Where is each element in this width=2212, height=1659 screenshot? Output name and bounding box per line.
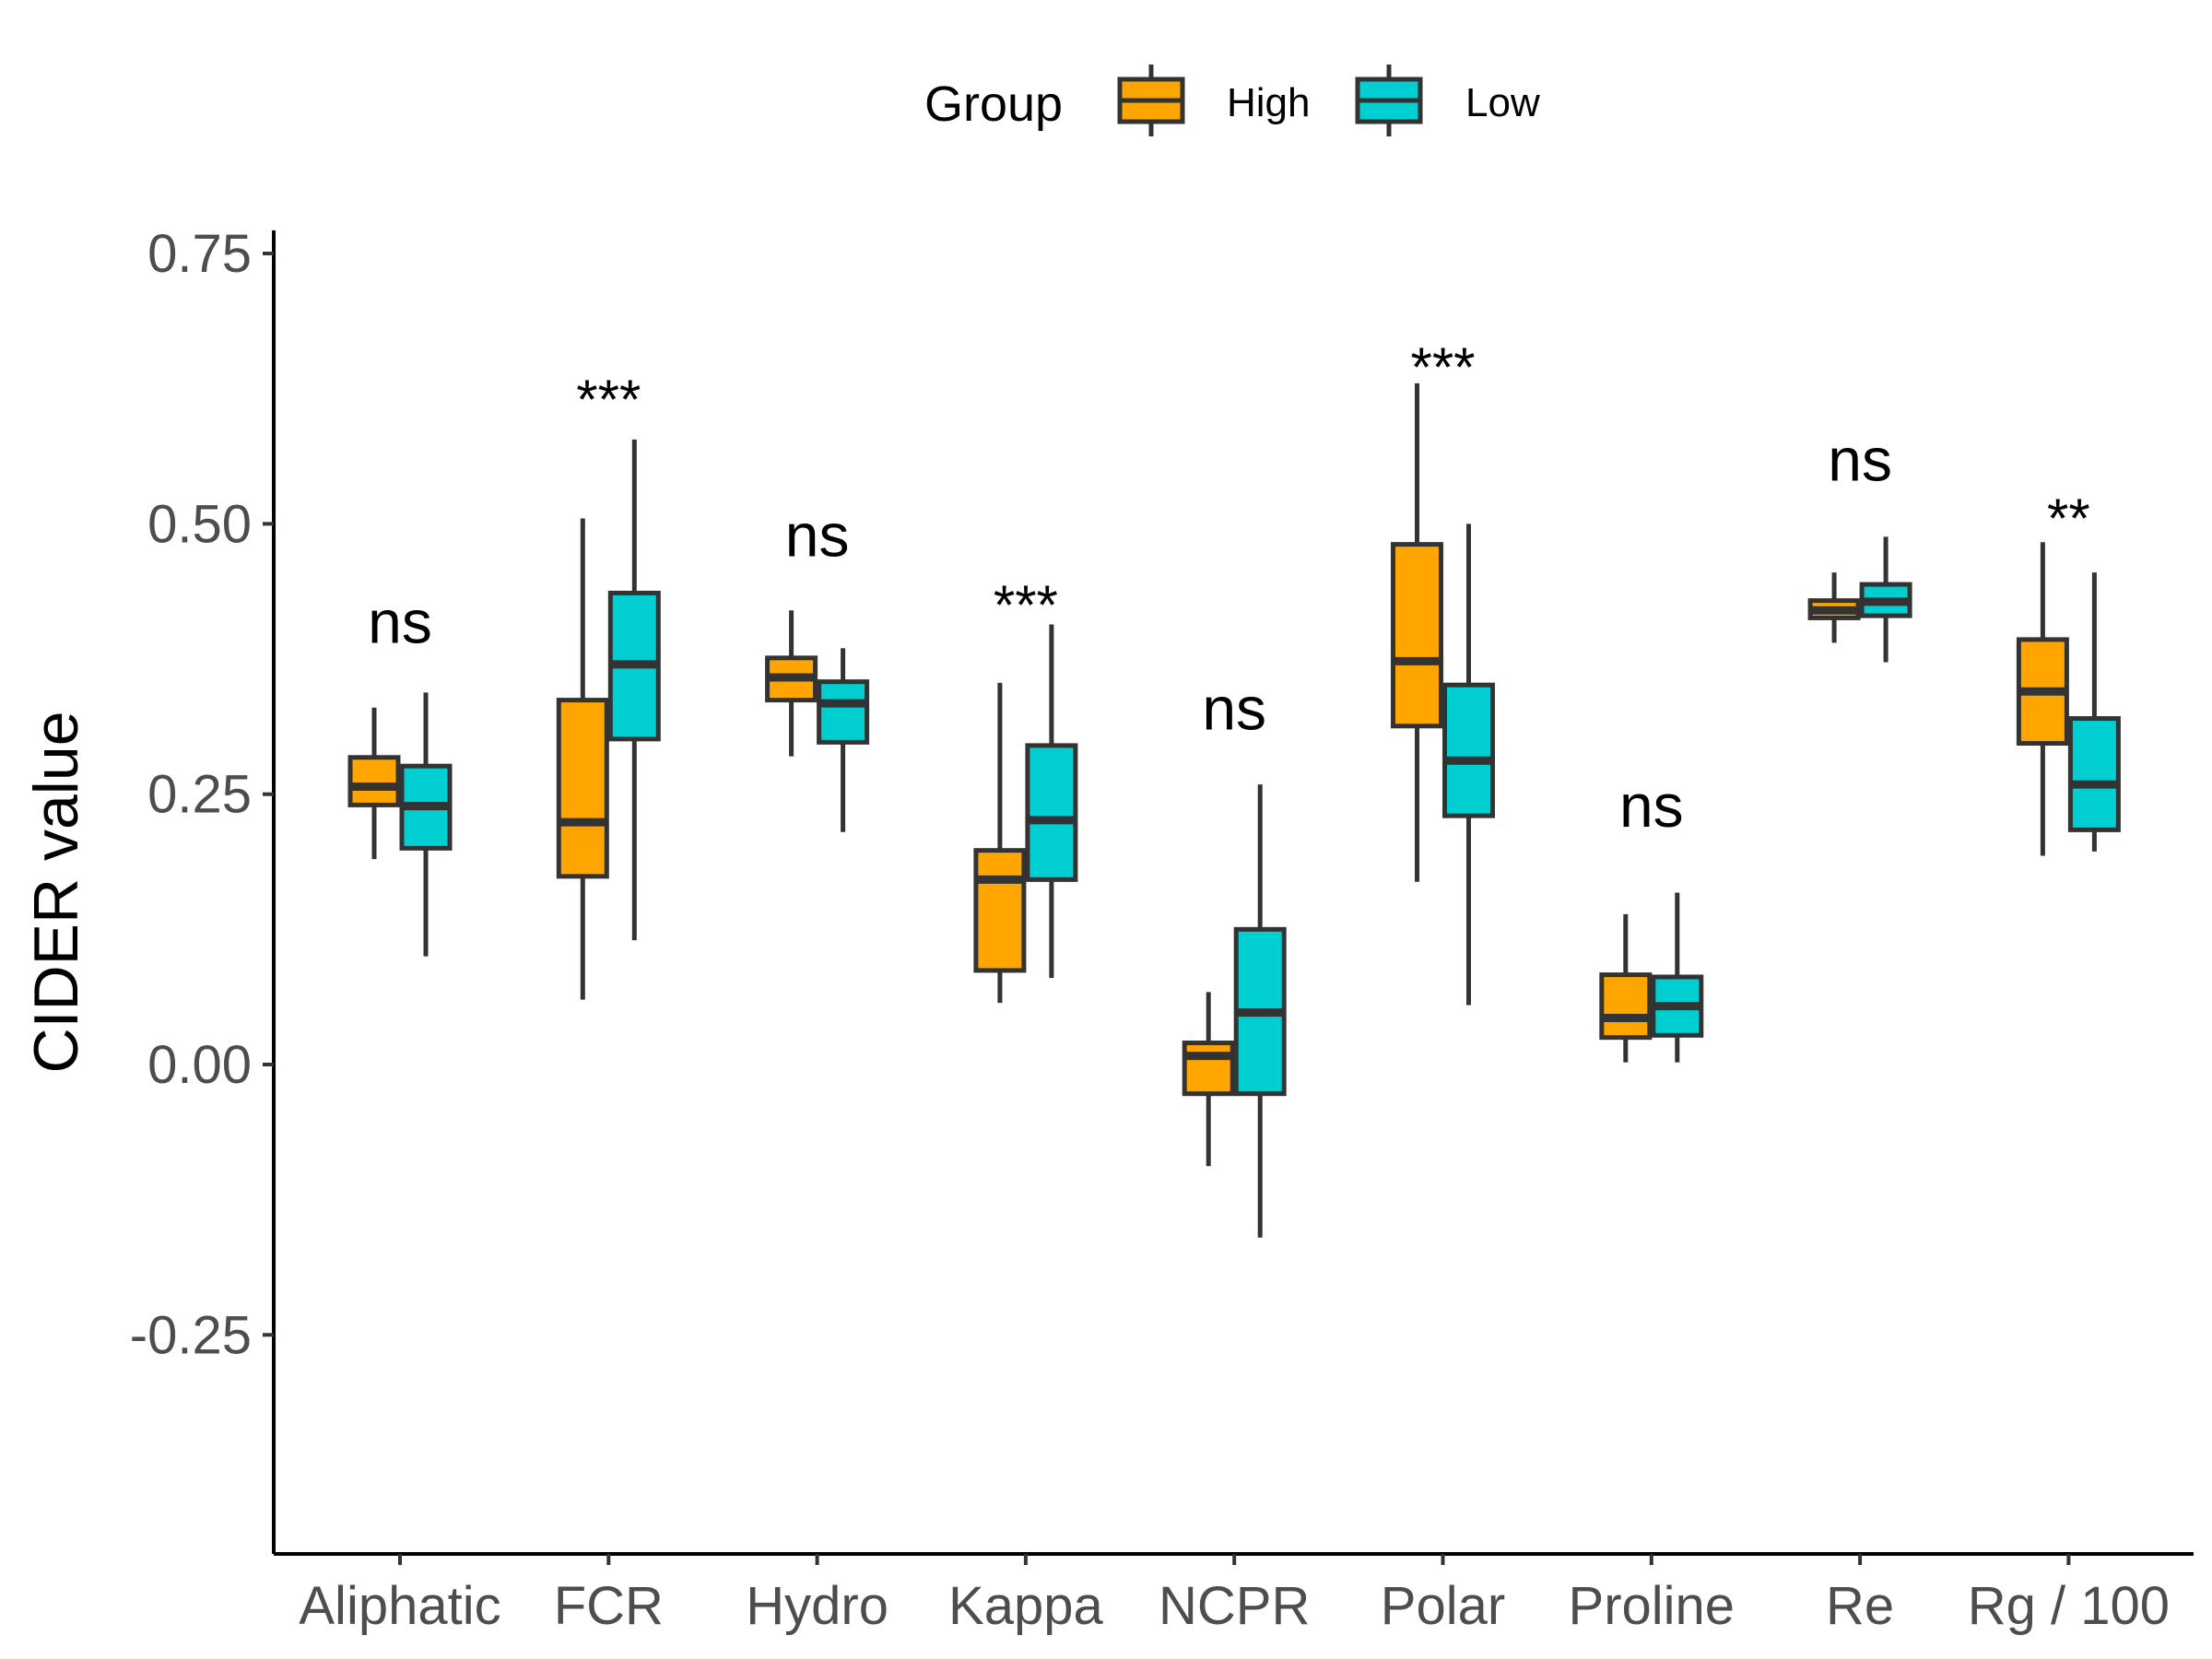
box-high-proline	[1599, 913, 1653, 1063]
box-low-polar	[1442, 524, 1495, 1006]
significance-label: ns	[785, 501, 850, 570]
box-high-rg-100	[2016, 542, 2069, 856]
legend-item-low: Low	[1355, 65, 1540, 136]
y-tick-label: 0.00	[147, 1035, 252, 1095]
box-body	[973, 848, 1027, 973]
box-low-rg-100	[2067, 572, 2121, 852]
box-low-aliphatic	[399, 692, 453, 957]
legend-label: High	[1227, 80, 1311, 125]
box-high-aliphatic	[347, 707, 401, 860]
significance-label: ns	[1619, 771, 1684, 840]
legend-item-high: High	[1117, 65, 1311, 136]
significance-label: ns	[1202, 674, 1266, 742]
box-body	[1442, 682, 1495, 818]
box-body	[1599, 972, 1653, 1041]
box-body	[2067, 716, 2121, 832]
y-tick-label: 0.75	[147, 224, 252, 284]
box-low-hydro	[817, 648, 870, 832]
axes: 0.75 0.50 0.25 0.00 -0.25 Aliphatic FCR Hydro Ka…	[130, 224, 2194, 1636]
box-body	[1025, 743, 1078, 882]
box-high-re	[1807, 572, 1861, 643]
y-tick-label: 0.25	[147, 765, 252, 825]
box-low-ncpr	[1233, 784, 1287, 1238]
box-body	[347, 755, 401, 807]
box-low-fcr	[607, 439, 661, 941]
x-tick-label: NCPR	[1159, 1576, 1310, 1636]
box-high-hydro	[765, 610, 818, 757]
box-high-kappa	[973, 682, 1027, 1004]
y-axis-title: CIDER value	[21, 711, 91, 1073]
significance-label: ***	[1410, 336, 1475, 398]
box-body	[1182, 1041, 1235, 1097]
box-body	[1391, 542, 1443, 729]
x-tick-label: Polar	[1381, 1576, 1505, 1636]
legend-title: Group	[924, 76, 1063, 132]
box-high-ncpr	[1182, 992, 1235, 1167]
box-high-polar	[1391, 382, 1443, 882]
x-tick-label: Proline	[1569, 1576, 1735, 1636]
y-tick-label: -0.25	[130, 1305, 252, 1365]
box-low-kappa	[1025, 624, 1078, 979]
significance-label: **	[2047, 488, 2090, 549]
legend: Group High Low	[924, 65, 1540, 136]
x-tick-label: Re	[1826, 1576, 1894, 1636]
box-body	[817, 679, 870, 745]
significance-label: ***	[994, 574, 1058, 636]
significance-label: ns	[368, 587, 432, 655]
plot-marks: ns *** ns *** ns *** ns ns **	[347, 336, 2121, 1238]
box-high-fcr	[556, 518, 609, 1000]
x-tick-label: Kappa	[948, 1576, 1103, 1636]
legend-label: Low	[1465, 80, 1540, 125]
box-low-re	[1859, 536, 1912, 663]
significance-label: ***	[576, 369, 641, 430]
x-tick-label: FCR	[554, 1576, 664, 1636]
x-tick-label: Hydro	[746, 1576, 888, 1636]
x-tick-label: Rg / 100	[1968, 1576, 2170, 1636]
box-body	[556, 698, 609, 879]
y-tick-label: 0.50	[147, 494, 252, 554]
box-low-proline	[1651, 892, 1704, 1063]
significance-label: ns	[1828, 425, 1892, 493]
x-tick-label: Aliphatic	[299, 1576, 500, 1636]
